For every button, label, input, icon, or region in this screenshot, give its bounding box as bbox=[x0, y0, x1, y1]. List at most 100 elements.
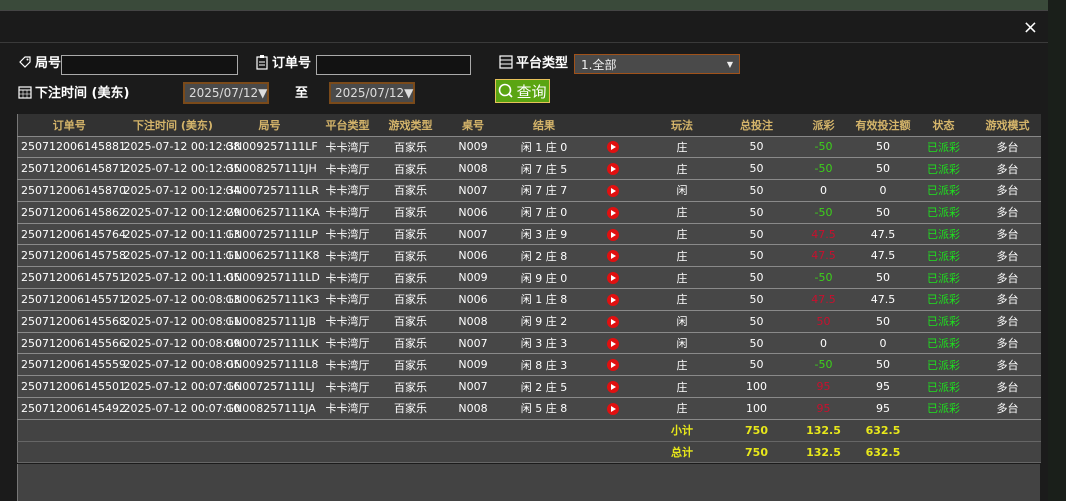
play-replay-icon[interactable] bbox=[607, 337, 619, 350]
empty-cell bbox=[17, 441, 121, 464]
result-cell: 闲 3 庄 9 bbox=[506, 223, 582, 246]
empty-cell bbox=[225, 441, 314, 464]
replay-cell[interactable] bbox=[581, 288, 645, 311]
game-type-cell: 百家乐 bbox=[381, 179, 440, 202]
table-empty-area bbox=[17, 464, 1040, 501]
game-type-cell: 百家乐 bbox=[381, 310, 440, 333]
play-replay-icon[interactable] bbox=[607, 206, 619, 219]
result-cell: 闲 3 庄 3 bbox=[506, 332, 582, 355]
empty-cell bbox=[974, 419, 1041, 442]
bet-type-cell: 闲 bbox=[644, 310, 720, 333]
result-cell: 闲 2 庄 5 bbox=[506, 375, 582, 399]
empty-cell bbox=[439, 441, 507, 464]
replay-cell[interactable] bbox=[581, 375, 645, 399]
status-cell: 已派彩 bbox=[912, 136, 975, 159]
play-replay-icon[interactable] bbox=[607, 184, 619, 197]
play-replay-icon[interactable] bbox=[607, 272, 619, 285]
empty-cell bbox=[120, 419, 226, 442]
to-label: 至 bbox=[295, 86, 309, 101]
table-no-cell: N009 bbox=[439, 136, 507, 159]
status-cell: 已派彩 bbox=[912, 223, 975, 246]
replay-cell[interactable] bbox=[581, 353, 645, 377]
payout-cell: 0 bbox=[793, 179, 854, 202]
empty-cell bbox=[912, 419, 975, 442]
payout-cell: -50 bbox=[793, 136, 854, 159]
platform-label: 平台类型 bbox=[499, 52, 568, 71]
bet-time-cell: 2025-07-12 00:08:13 bbox=[120, 288, 240, 311]
payout-cell: -50 bbox=[793, 353, 854, 377]
platform-cell: 卡卡湾厅 bbox=[313, 266, 382, 290]
status-cell: 已派彩 bbox=[912, 244, 975, 268]
status-cell: 已派彩 bbox=[912, 288, 975, 311]
replay-cell[interactable] bbox=[581, 244, 645, 268]
platform-select[interactable]: 1.全部 ▼ bbox=[574, 54, 740, 74]
payout-cell: 50 bbox=[793, 310, 854, 333]
replay-cell[interactable] bbox=[581, 223, 645, 246]
table-row: 250712006145571 2025-07-12 00:08:13 GN0062… bbox=[17, 288, 1041, 311]
date-to-select[interactable]: 2025/07/12▼ bbox=[329, 82, 415, 104]
column-header: 游戏类型 bbox=[381, 114, 440, 137]
play-replay-icon[interactable] bbox=[607, 163, 619, 176]
replay-cell[interactable] bbox=[581, 397, 645, 420]
replay-cell[interactable] bbox=[581, 201, 645, 224]
play-replay-icon[interactable] bbox=[607, 228, 619, 241]
platform-cell: 卡卡湾厅 bbox=[313, 353, 382, 377]
platform-cell: 卡卡湾厅 bbox=[313, 332, 382, 355]
query-button[interactable]: 查询 bbox=[495, 79, 550, 103]
status-cell: 已派彩 bbox=[912, 310, 975, 333]
close-button[interactable]: × bbox=[1022, 17, 1038, 38]
round-input[interactable] bbox=[61, 55, 238, 75]
total-bet-cell: 50 bbox=[719, 223, 794, 246]
replay-cell[interactable] bbox=[581, 310, 645, 333]
total-bet-cell: 50 bbox=[719, 136, 794, 159]
game-type-cell: 百家乐 bbox=[381, 332, 440, 355]
game-mode-cell: 多台 bbox=[974, 332, 1041, 355]
payout-cell: -50 bbox=[793, 201, 854, 224]
play-replay-icon[interactable] bbox=[607, 250, 619, 263]
play-replay-icon[interactable] bbox=[607, 315, 619, 328]
payout-cell: 47.5 bbox=[793, 288, 854, 311]
replay-cell[interactable] bbox=[581, 332, 645, 355]
total-bet-cell: 50 bbox=[719, 266, 794, 290]
game-type-cell: 百家乐 bbox=[381, 288, 440, 311]
play-replay-icon[interactable] bbox=[607, 402, 619, 415]
date-from-select[interactable]: 2025/07/12▼ bbox=[183, 82, 269, 104]
empty-cell bbox=[581, 441, 645, 464]
table-row: 250712006145751 2025-07-12 00:11:05 GN0092… bbox=[17, 266, 1041, 290]
round-id-cell: GN007257111LR bbox=[225, 179, 319, 202]
replay-cell[interactable] bbox=[581, 157, 645, 181]
bet-type-cell: 闲 bbox=[644, 332, 720, 355]
replay-cell[interactable] bbox=[581, 179, 645, 202]
result-cell: 闲 7 庄 7 bbox=[506, 179, 582, 202]
bet-type-cell: 庄 bbox=[644, 266, 720, 290]
bet-time-cell: 2025-07-12 00:07:16 bbox=[120, 375, 240, 399]
play-replay-icon[interactable] bbox=[607, 381, 619, 394]
round-id-cell: GN006257111K3 bbox=[225, 288, 319, 311]
payout-cell: 95 bbox=[793, 375, 854, 399]
platform-cell: 卡卡湾厅 bbox=[313, 201, 382, 224]
replay-cell[interactable] bbox=[581, 136, 645, 159]
result-cell: 闲 9 庄 2 bbox=[506, 310, 582, 333]
platform-cell: 卡卡湾厅 bbox=[313, 397, 382, 420]
game-type-cell: 百家乐 bbox=[381, 223, 440, 246]
status-cell: 已派彩 bbox=[912, 397, 975, 420]
order-input[interactable] bbox=[316, 55, 471, 75]
total-bet-cell: 100 bbox=[719, 397, 794, 420]
play-replay-icon[interactable] bbox=[607, 359, 619, 372]
play-replay-icon[interactable] bbox=[607, 141, 619, 154]
clipboard-icon bbox=[256, 54, 268, 70]
bet-time-cell: 2025-07-12 00:08:05 bbox=[120, 353, 240, 377]
empty-cell bbox=[974, 441, 1041, 464]
bet-type-cell: 庄 bbox=[644, 288, 720, 311]
column-header: 总投注 bbox=[719, 114, 794, 137]
game-type-cell: 百家乐 bbox=[381, 397, 440, 420]
valid-bet-cell: 50 bbox=[853, 266, 913, 290]
background-game-side bbox=[1048, 0, 1066, 501]
total-bet-cell: 100 bbox=[719, 375, 794, 399]
replay-cell[interactable] bbox=[581, 266, 645, 290]
order-id-cell: 250712006145492 bbox=[17, 397, 126, 420]
bet-type-cell: 庄 bbox=[644, 157, 720, 181]
status-cell: 已派彩 bbox=[912, 375, 975, 399]
order-id-cell: 250712006145764 bbox=[17, 223, 126, 246]
play-replay-icon[interactable] bbox=[607, 293, 619, 306]
